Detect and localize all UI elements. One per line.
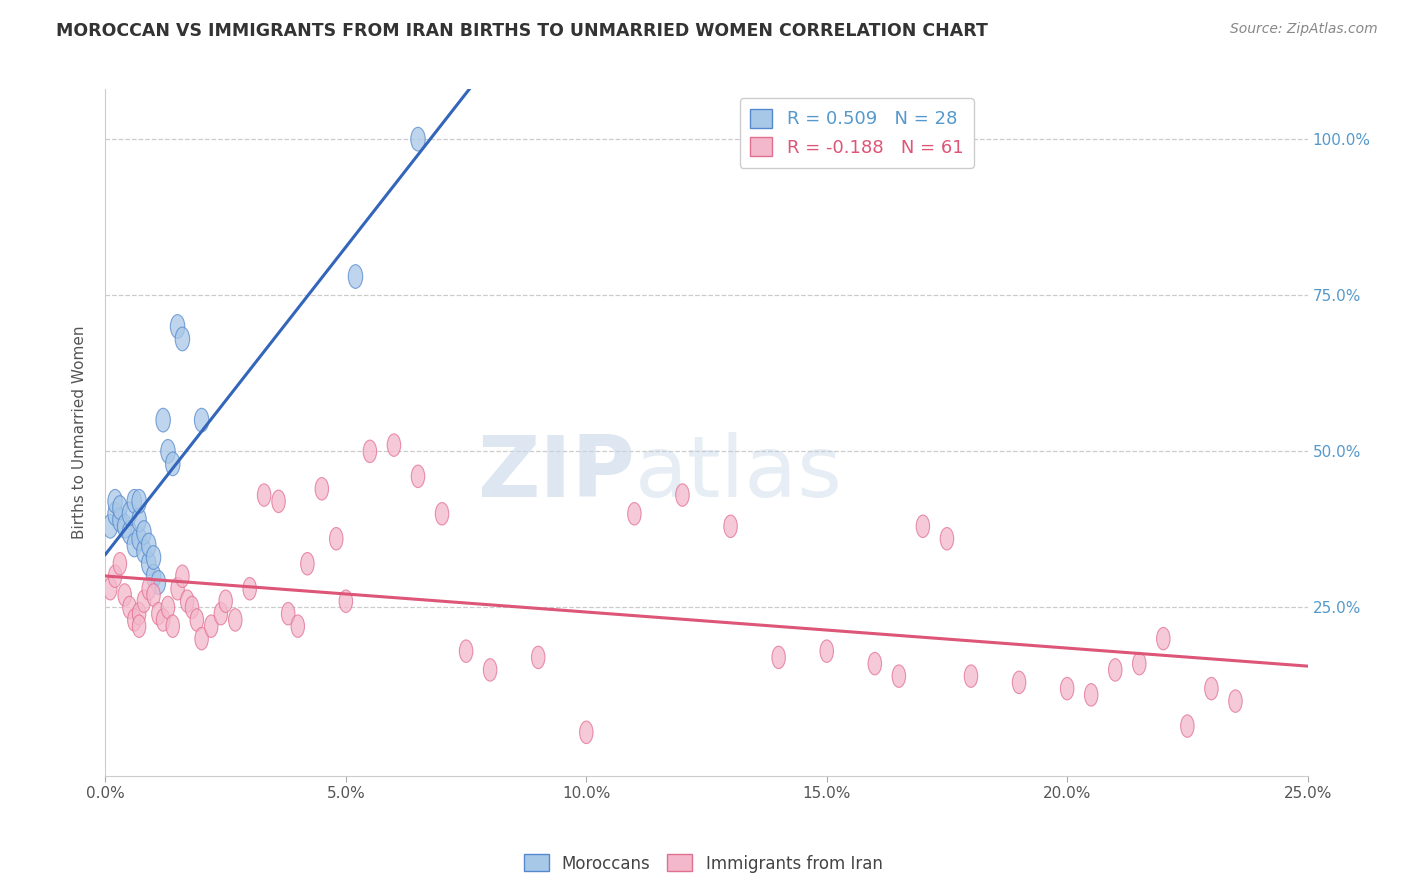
Ellipse shape (1133, 652, 1146, 675)
Ellipse shape (229, 608, 242, 632)
Ellipse shape (103, 515, 118, 538)
Ellipse shape (194, 409, 209, 432)
Ellipse shape (172, 577, 184, 600)
Ellipse shape (531, 646, 546, 669)
Ellipse shape (281, 602, 295, 625)
Ellipse shape (118, 583, 131, 607)
Ellipse shape (411, 128, 425, 151)
Text: atlas: atlas (634, 433, 842, 516)
Ellipse shape (436, 502, 449, 525)
Ellipse shape (108, 490, 122, 513)
Ellipse shape (257, 483, 271, 507)
Ellipse shape (387, 434, 401, 457)
Ellipse shape (156, 409, 170, 432)
Ellipse shape (152, 602, 165, 625)
Ellipse shape (204, 615, 218, 638)
Ellipse shape (627, 502, 641, 525)
Ellipse shape (142, 533, 156, 557)
Ellipse shape (772, 646, 786, 669)
Ellipse shape (219, 590, 232, 613)
Ellipse shape (329, 527, 343, 550)
Ellipse shape (118, 515, 132, 538)
Ellipse shape (160, 440, 176, 463)
Ellipse shape (724, 515, 737, 538)
Ellipse shape (941, 527, 953, 550)
Ellipse shape (676, 483, 689, 507)
Ellipse shape (146, 583, 160, 607)
Ellipse shape (112, 496, 127, 519)
Ellipse shape (127, 490, 142, 513)
Ellipse shape (917, 515, 929, 538)
Ellipse shape (122, 502, 136, 525)
Ellipse shape (484, 658, 496, 681)
Ellipse shape (301, 552, 314, 575)
Text: Source: ZipAtlas.com: Source: ZipAtlas.com (1230, 22, 1378, 37)
Ellipse shape (1084, 683, 1098, 706)
Ellipse shape (132, 602, 146, 625)
Text: ZIP: ZIP (477, 433, 634, 516)
Ellipse shape (579, 721, 593, 744)
Ellipse shape (138, 590, 150, 613)
Ellipse shape (122, 596, 136, 619)
Ellipse shape (112, 552, 127, 575)
Ellipse shape (180, 590, 194, 613)
Ellipse shape (146, 546, 160, 569)
Ellipse shape (868, 652, 882, 675)
Ellipse shape (122, 521, 136, 544)
Ellipse shape (1229, 690, 1241, 713)
Ellipse shape (186, 596, 198, 619)
Ellipse shape (243, 577, 256, 600)
Ellipse shape (112, 508, 127, 532)
Ellipse shape (820, 640, 834, 663)
Text: MOROCCAN VS IMMIGRANTS FROM IRAN BIRTHS TO UNMARRIED WOMEN CORRELATION CHART: MOROCCAN VS IMMIGRANTS FROM IRAN BIRTHS … (56, 22, 988, 40)
Ellipse shape (1108, 658, 1122, 681)
Y-axis label: Births to Unmarried Women: Births to Unmarried Women (72, 326, 87, 540)
Ellipse shape (104, 577, 117, 600)
Ellipse shape (142, 577, 156, 600)
Ellipse shape (412, 465, 425, 488)
Ellipse shape (339, 590, 353, 613)
Ellipse shape (965, 665, 977, 688)
Ellipse shape (1181, 714, 1194, 738)
Ellipse shape (136, 540, 150, 563)
Ellipse shape (146, 565, 160, 588)
Ellipse shape (170, 315, 184, 338)
Ellipse shape (893, 665, 905, 688)
Ellipse shape (176, 565, 190, 588)
Ellipse shape (156, 608, 170, 632)
Ellipse shape (214, 602, 228, 625)
Ellipse shape (132, 508, 146, 532)
Ellipse shape (1205, 677, 1218, 700)
Ellipse shape (142, 552, 156, 575)
Ellipse shape (132, 490, 146, 513)
Ellipse shape (349, 265, 363, 288)
Ellipse shape (460, 640, 472, 663)
Legend: Moroccans, Immigrants from Iran: Moroccans, Immigrants from Iran (517, 847, 889, 880)
Ellipse shape (150, 571, 166, 594)
Ellipse shape (190, 608, 204, 632)
Ellipse shape (1157, 627, 1170, 650)
Ellipse shape (271, 490, 285, 513)
Ellipse shape (132, 615, 146, 638)
Ellipse shape (108, 565, 122, 588)
Ellipse shape (195, 627, 208, 650)
Ellipse shape (176, 327, 190, 351)
Ellipse shape (128, 608, 141, 632)
Ellipse shape (1060, 677, 1074, 700)
Ellipse shape (132, 527, 146, 550)
Ellipse shape (127, 533, 142, 557)
Ellipse shape (108, 502, 122, 525)
Ellipse shape (166, 615, 180, 638)
Ellipse shape (291, 615, 305, 638)
Ellipse shape (166, 452, 180, 475)
Legend: R = 0.509   N = 28, R = -0.188   N = 61: R = 0.509 N = 28, R = -0.188 N = 61 (740, 98, 974, 168)
Ellipse shape (1012, 671, 1026, 694)
Ellipse shape (315, 477, 329, 500)
Ellipse shape (136, 521, 150, 544)
Ellipse shape (162, 596, 174, 619)
Ellipse shape (363, 440, 377, 463)
